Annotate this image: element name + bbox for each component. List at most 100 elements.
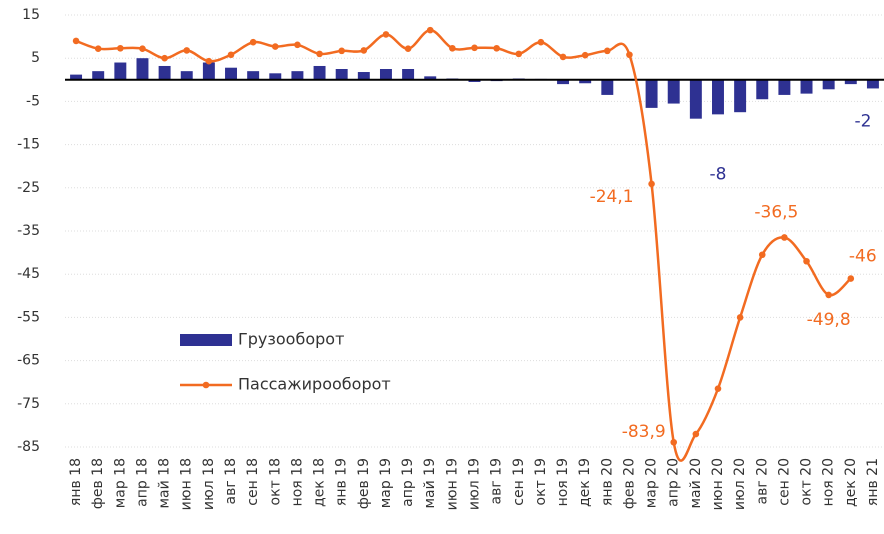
data-label: -46 (849, 247, 877, 267)
marker (426, 26, 434, 34)
x-tick-label: авг 20 (754, 458, 770, 504)
bar (313, 65, 326, 80)
x-tick-label: фев 20 (621, 458, 637, 509)
bar (269, 73, 282, 80)
bar (70, 74, 83, 80)
x-tick-label: окт 18 (267, 458, 283, 505)
y-tick-label: 5 (31, 50, 40, 66)
y-tick-label: -85 (17, 439, 40, 455)
marker (316, 50, 323, 58)
y-tick-label: -15 (17, 137, 40, 153)
y-tick-label: -55 (17, 309, 40, 325)
marker (537, 38, 545, 46)
marker (205, 57, 213, 65)
marker (626, 51, 633, 59)
x-tick-label: янв 19 (334, 458, 350, 506)
bar (335, 69, 348, 80)
bar (114, 62, 127, 80)
legend-swatch (202, 381, 210, 389)
marker (781, 234, 788, 241)
marker (692, 430, 700, 438)
y-tick-label: -45 (17, 266, 40, 282)
legend-label: Грузооборот (238, 330, 344, 349)
y-tick-label: -5 (26, 93, 40, 109)
bar (158, 65, 171, 80)
bar (645, 79, 658, 108)
marker (758, 251, 766, 259)
bar (468, 79, 481, 82)
x-tick-label: окт 19 (533, 458, 549, 505)
marker (825, 291, 832, 299)
data-label: -49,8 (807, 310, 851, 330)
marker (183, 47, 191, 54)
bar (844, 79, 857, 85)
data-label: -36,5 (754, 202, 798, 222)
bar (689, 79, 702, 119)
x-tick-label: июл 19 (467, 458, 483, 510)
x-tick-label: мар 18 (112, 458, 128, 508)
bar (379, 69, 392, 80)
bar (424, 76, 437, 80)
data-label: -2 (854, 111, 871, 131)
marker (94, 45, 102, 52)
x-tick-label: дек 20 (843, 458, 859, 507)
bar (579, 79, 592, 84)
x-tick-label: авг 18 (223, 458, 239, 504)
legend-label: Пассажирооборот (238, 375, 391, 394)
x-tick-label: мар 19 (378, 458, 394, 508)
x-tick-label: мар 20 (644, 458, 660, 508)
marker (648, 180, 655, 188)
legend-swatch (180, 334, 232, 346)
marker (515, 50, 523, 58)
x-tick-label: апр 20 (666, 458, 682, 507)
marker (249, 38, 257, 46)
bar (778, 79, 791, 95)
x-tick-label: дек 18 (312, 458, 328, 507)
marker (493, 44, 500, 52)
x-tick-label: май 18 (157, 458, 173, 509)
x-tick-label: сен 20 (776, 458, 792, 506)
bar (225, 67, 237, 80)
marker (360, 47, 368, 54)
marker (404, 45, 412, 52)
bar (601, 79, 614, 95)
bar (866, 79, 879, 89)
y-tick-label: 15 (22, 7, 40, 23)
marker (117, 44, 124, 52)
y-tick-label: -65 (17, 353, 40, 369)
bar (822, 79, 835, 90)
bar (202, 62, 215, 80)
x-tick-label: сен 18 (245, 458, 261, 506)
x-tick-label: сен 19 (511, 458, 527, 506)
bar (136, 58, 149, 80)
x-tick-label: июн 19 (444, 458, 460, 510)
marker (72, 37, 80, 45)
bar (180, 71, 193, 80)
x-tick-label: июл 18 (201, 458, 217, 510)
x-tick-label: фев 18 (90, 458, 106, 509)
bar (557, 79, 570, 85)
y-tick-label: -35 (17, 223, 40, 239)
marker (559, 53, 567, 61)
x-tick-label: май 19 (422, 458, 438, 509)
bar (247, 71, 260, 80)
marker (714, 385, 722, 392)
data-label: -24,1 (590, 187, 634, 207)
x-tick-label: фев 19 (356, 458, 372, 509)
marker (271, 43, 279, 50)
marker (471, 44, 478, 52)
marker (847, 275, 855, 282)
bar (92, 71, 105, 80)
marker (382, 31, 390, 38)
x-tick-label: янв 21 (865, 458, 881, 506)
x-tick-label: июн 18 (179, 458, 195, 510)
x-tick-label: июн 20 (710, 458, 726, 510)
marker (449, 44, 456, 52)
bar (357, 72, 370, 80)
y-tick-label: -75 (17, 396, 40, 412)
x-tick-label: янв 18 (68, 458, 84, 506)
marker (338, 47, 345, 55)
bar (667, 79, 680, 104)
marker (736, 314, 744, 321)
